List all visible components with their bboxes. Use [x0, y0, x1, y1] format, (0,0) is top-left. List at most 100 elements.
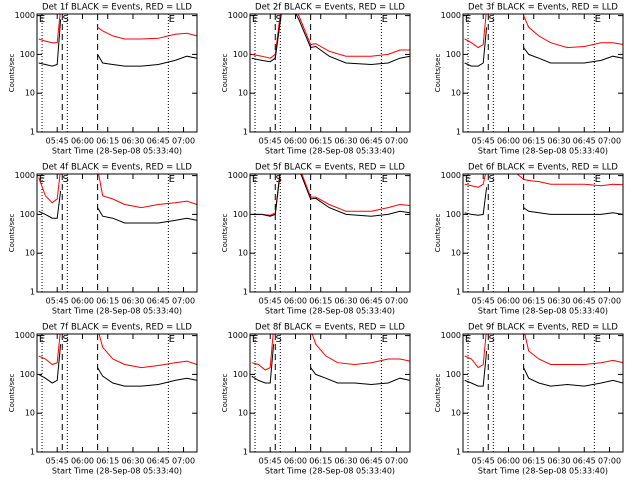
y-axis-label: Counts/sec [8, 374, 16, 413]
y-tick-label: 1 [30, 448, 35, 457]
annotation: S [488, 14, 494, 25]
x-tick-label: 06:45 [360, 457, 383, 466]
annotation: E [39, 334, 45, 345]
annotation: E [169, 14, 175, 25]
x-tick-label: 06:00 [71, 297, 94, 306]
annotation: E [595, 14, 601, 25]
x-tick-label: 05:45 [259, 137, 282, 146]
x-tick-label: 06:30 [121, 457, 144, 466]
x-tick-label: 06:15 [309, 457, 332, 466]
x-tick-label: 06:15 [96, 457, 119, 466]
x-tick-label: 06:00 [71, 457, 94, 466]
x-tick-label: 07:00 [598, 457, 621, 466]
y-tick-label: 1 [30, 128, 35, 137]
x-tick-label: 06:00 [284, 457, 307, 466]
x-tick-label: 06:15 [309, 297, 332, 306]
series-line [251, 14, 410, 66]
y-tick-label: 1000 [228, 331, 248, 340]
annotation: E [382, 174, 388, 185]
panel-title: Det 7f BLACK = Events, RED = LLD [42, 323, 192, 333]
y-axis-label: Counts/sec [221, 214, 229, 253]
panel: Det 4f BLACK = Events, RED = LLD Start Ti… [8, 163, 198, 316]
x-tick-label: 07:00 [598, 137, 621, 146]
x-axis-label: Start Time (28-Sep-08 05:33:40) [478, 307, 608, 316]
annotation: E [382, 14, 388, 25]
y-axis-label: Counts/sec [8, 54, 16, 93]
x-tick-label: 06:00 [71, 137, 94, 146]
x-tick-label: 06:30 [334, 137, 357, 146]
x-tick-label: 06:15 [522, 137, 545, 146]
annotation: E [252, 334, 258, 345]
y-tick-label: 1 [243, 128, 248, 137]
x-tick-label: 06:00 [284, 297, 307, 306]
x-tick-label: 06:30 [334, 297, 357, 306]
x-tick-label: 05:45 [46, 297, 69, 306]
series-line [464, 187, 623, 216]
y-tick-label: 1000 [228, 11, 248, 20]
y-tick-label: 100 [20, 370, 35, 379]
x-tick-label: 06:30 [547, 457, 570, 466]
plot-frame [36, 333, 198, 453]
y-tick-label: 1 [456, 448, 461, 457]
x-tick-label: 06:00 [497, 137, 520, 146]
annotation: E [39, 174, 45, 185]
y-tick-label: 100 [446, 50, 461, 59]
y-tick-label: 100 [233, 50, 248, 59]
annotation: E [252, 174, 258, 185]
series-line [38, 19, 197, 67]
y-tick-label: 1000 [228, 171, 248, 180]
y-tick-label: 1000 [441, 331, 461, 340]
y-tick-label: 100 [446, 370, 461, 379]
y-tick-label: 1 [243, 288, 248, 297]
series-line [251, 344, 410, 386]
panel-title: Det 9f BLACK = Events, RED = LLD [468, 323, 618, 333]
annotation: E [595, 334, 601, 345]
x-tick-label: 06:15 [96, 297, 119, 306]
panel: Det 8f BLACK = Events, RED = LLD Start Ti… [221, 323, 411, 476]
annotation: S [275, 14, 281, 25]
panel-title: Det 3f BLACK = Events, RED = LLD [468, 3, 618, 13]
annotation: S [62, 334, 68, 345]
y-tick-label: 10 [451, 249, 461, 258]
x-tick-label: 06:30 [121, 137, 144, 146]
x-tick-label: 06:00 [497, 297, 520, 306]
series-line [251, 174, 410, 217]
x-tick-label: 06:30 [334, 457, 357, 466]
series-line [38, 344, 197, 387]
x-tick-label: 05:45 [472, 137, 495, 146]
y-tick-label: 1000 [15, 171, 35, 180]
x-tick-label: 05:45 [259, 297, 282, 306]
x-axis-label: Start Time (28-Sep-08 05:33:40) [265, 467, 395, 476]
annotation: E [595, 174, 601, 185]
x-tick-label: 05:45 [46, 457, 69, 466]
panel: Det 5f BLACK = Events, RED = LLD Start Ti… [221, 163, 411, 316]
panel: Det 2f BLACK = Events, RED = LLD Start Ti… [221, 3, 411, 156]
x-tick-label: 06:30 [547, 137, 570, 146]
annotation: S [488, 334, 494, 345]
x-tick-label: 07:00 [172, 297, 195, 306]
series-line [251, 174, 410, 216]
x-tick-label: 05:45 [259, 457, 282, 466]
y-tick-label: 1000 [441, 171, 461, 180]
x-tick-label: 07:00 [172, 457, 195, 466]
annotation: E [169, 174, 175, 185]
plot-frame [36, 173, 198, 293]
series-line [464, 14, 623, 49]
x-axis-label: Start Time (28-Sep-08 05:33:40) [52, 307, 182, 316]
panel: Det 9f BLACK = Events, RED = LLD Start Ti… [434, 323, 624, 476]
plot-frame [462, 13, 624, 133]
x-tick-label: 06:45 [573, 137, 596, 146]
y-tick-label: 10 [25, 89, 35, 98]
y-tick-label: 1 [456, 288, 461, 297]
annotation: S [488, 174, 494, 185]
y-tick-label: 10 [25, 249, 35, 258]
y-tick-label: 1000 [15, 331, 35, 340]
x-tick-label: 06:15 [522, 457, 545, 466]
x-tick-label: 05:45 [472, 457, 495, 466]
plot-frame [462, 333, 624, 453]
y-axis-label: Counts/sec [8, 214, 16, 253]
x-tick-label: 07:00 [385, 457, 408, 466]
annotation: E [39, 14, 45, 25]
x-axis-label: Start Time (28-Sep-08 05:33:40) [478, 147, 608, 156]
